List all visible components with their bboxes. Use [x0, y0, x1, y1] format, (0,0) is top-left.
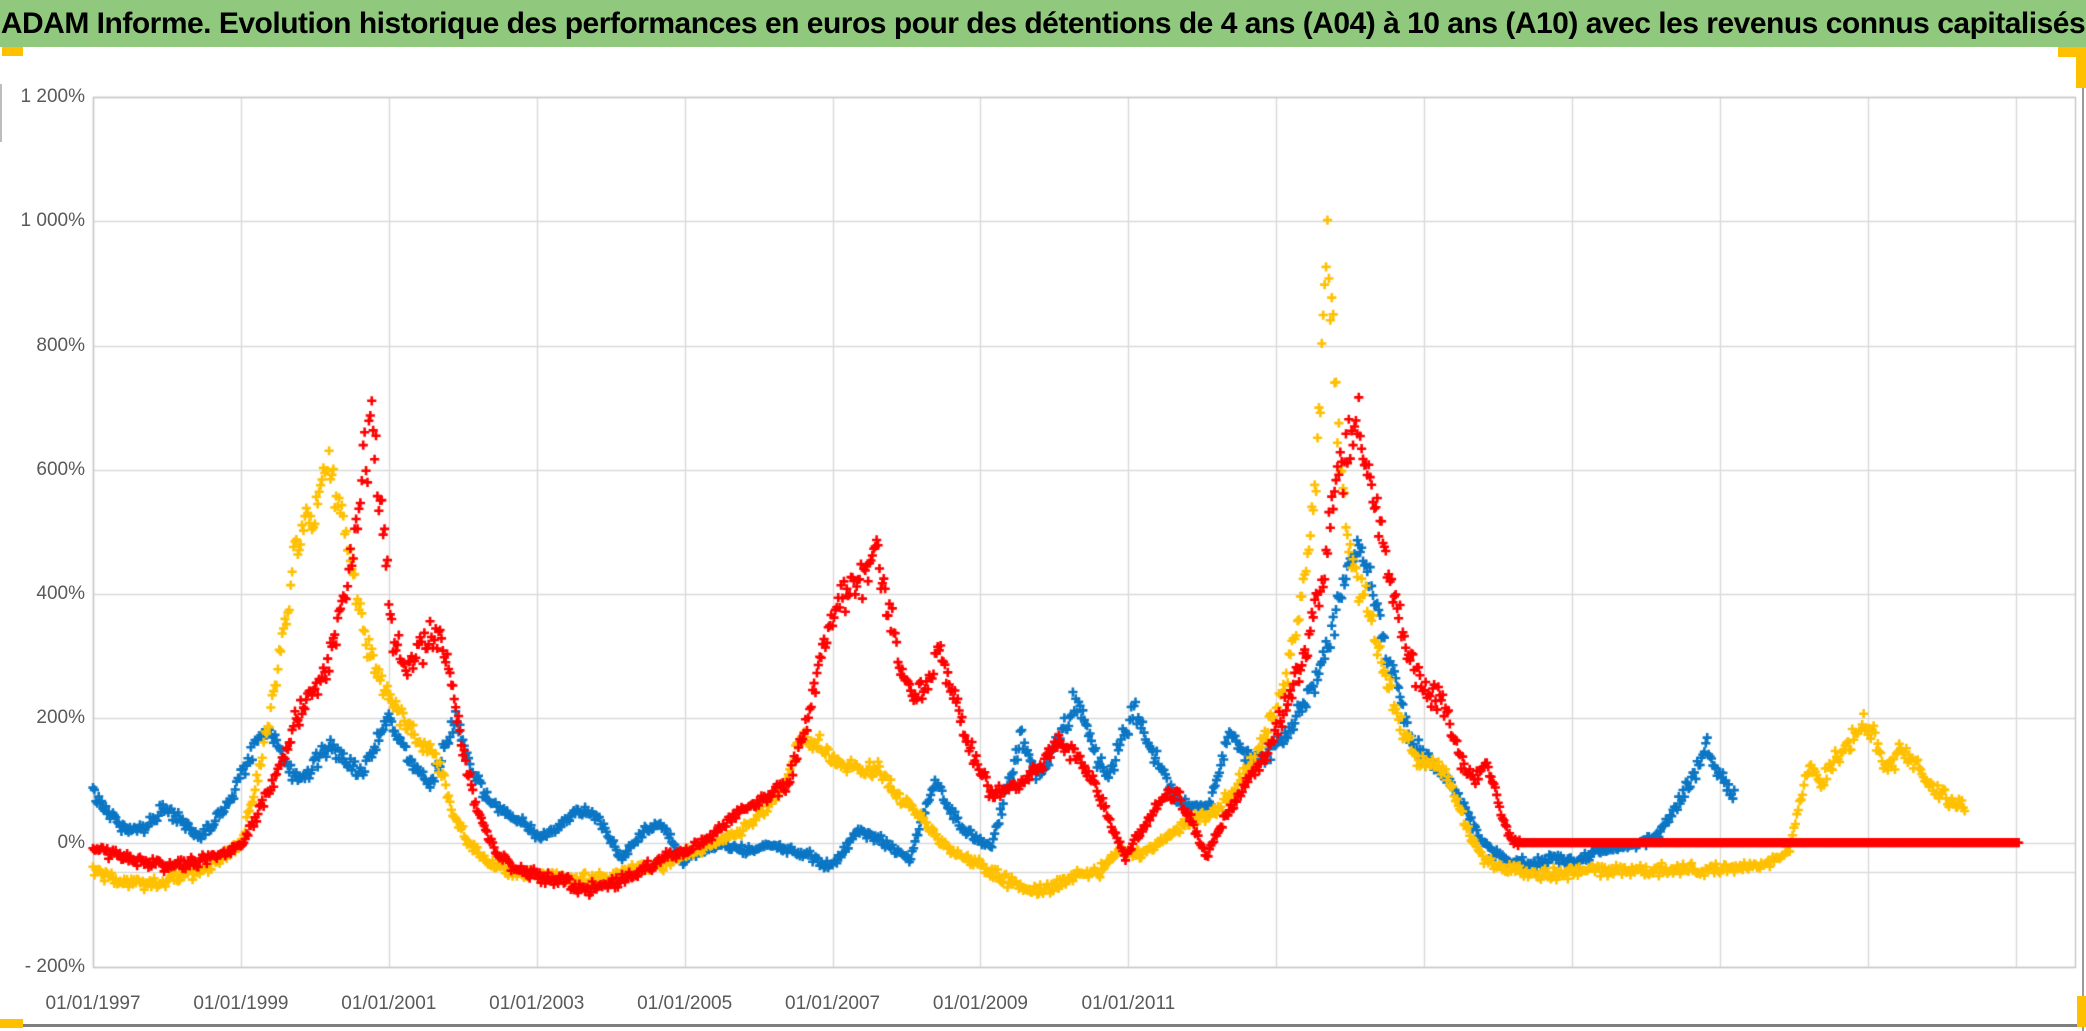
x-axis-label: 01/01/2001 [341, 993, 437, 1014]
x-axis-label: 01/01/2007 [785, 993, 881, 1014]
sheet-left-edge-mark [0, 84, 2, 142]
sheet-right-edge-line [2082, 47, 2084, 1031]
y-axis-label: 800% [36, 334, 85, 356]
yellow-accent-top-right-corner [2058, 47, 2086, 57]
y-axis-label: 400% [36, 583, 85, 605]
y-axis-label: - 200% [24, 956, 85, 977]
sheet-bottom-rule [0, 1024, 2086, 1027]
y-axis-label: 1 000% [20, 210, 85, 232]
y-axis-label: 200% [36, 707, 85, 729]
y-axis-label: 600% [36, 458, 85, 480]
x-axis-label: 01/01/1999 [193, 993, 289, 1014]
y-axis-label: 1 200% [20, 86, 85, 107]
x-axis-label: 01/01/2011 [1081, 993, 1176, 1014]
yellow-accent-top-left [2, 47, 23, 56]
x-axis-label: 01/01/2009 [932, 993, 1028, 1014]
yellow-accent-bottom-left [0, 1019, 23, 1028]
x-axis-label: 01/01/2003 [489, 993, 585, 1014]
x-axis-label: 01/01/2005 [637, 993, 733, 1014]
yellow-accent-bottom-right [2077, 996, 2086, 1027]
yellow-accent-top-right-corner-vertical [2076, 47, 2086, 88]
y-axis-label: 0% [57, 831, 85, 853]
x-axis-label: 01/01/1997 [45, 993, 141, 1014]
